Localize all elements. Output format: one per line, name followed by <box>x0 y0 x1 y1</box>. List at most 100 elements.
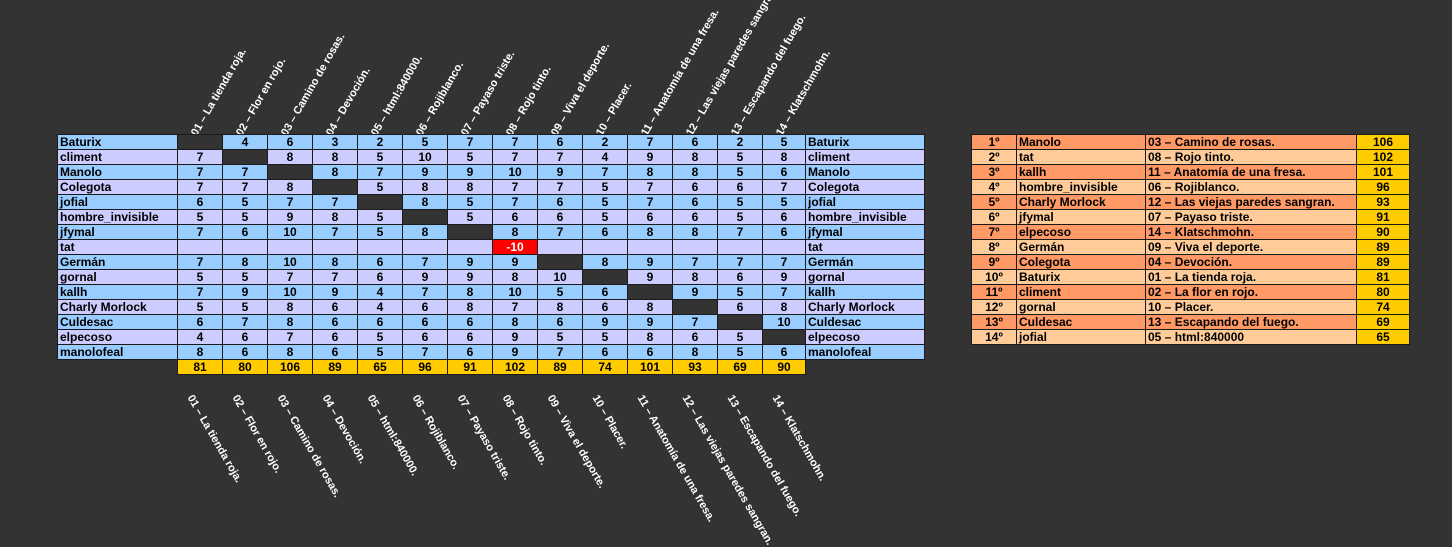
rank-points: 74 <box>1356 299 1410 315</box>
total-cell: 102 <box>492 359 538 375</box>
score-cell: 7 <box>762 254 806 270</box>
row-user-name-right: Charly Morlock <box>805 299 925 315</box>
score-cell: 5 <box>762 194 806 210</box>
score-cell: 5 <box>447 149 493 165</box>
score-cell: 4 <box>357 284 403 300</box>
score-cell: 8 <box>402 194 448 210</box>
score-cell <box>177 134 223 150</box>
score-cell: 7 <box>492 299 538 315</box>
score-cell: 7 <box>222 164 268 180</box>
score-cell: 8 <box>627 164 673 180</box>
column-header-bottom: 11 – Anatomía de una fresa. <box>634 393 718 525</box>
score-cell: 7 <box>717 254 763 270</box>
column-header-bottom: 01 – La tienda roja. <box>184 393 245 485</box>
score-cell: 10 <box>492 284 538 300</box>
ranking-row: 13º Culdesac 13 – Escapando del fuego. 69 <box>971 314 1410 330</box>
score-cell: 6 <box>672 194 718 210</box>
table-row: jfymal 7 6 10 7 5 8 8 7 6 8 8 7 6 jfymal <box>57 224 925 240</box>
row-user-name-right: kallh <box>805 284 925 300</box>
score-cell: 6 <box>582 344 628 360</box>
score-cell: 6 <box>492 209 538 225</box>
score-cell: 6 <box>222 329 268 345</box>
score-cell: 6 <box>762 164 806 180</box>
ranking-row: 6º jfymal 07 – Payaso triste. 91 <box>971 209 1410 225</box>
total-cell: 89 <box>537 359 583 375</box>
score-cell <box>447 224 493 240</box>
rank-user: tat <box>1016 149 1146 165</box>
score-cell: 8 <box>312 164 358 180</box>
row-user-name: Culdesac <box>57 314 178 330</box>
row-user-name-right: Culdesac <box>805 314 925 330</box>
score-cell: 8 <box>402 179 448 195</box>
score-cell <box>312 179 358 195</box>
row-user-name: elpecoso <box>57 329 178 345</box>
score-cell: 8 <box>627 329 673 345</box>
score-cell <box>267 164 313 180</box>
score-cell: 9 <box>582 314 628 330</box>
score-cell: 5 <box>357 344 403 360</box>
row-user-name-right: jofial <box>805 194 925 210</box>
total-cell: 91 <box>447 359 493 375</box>
score-cell: 8 <box>627 299 673 315</box>
table-row: elpecoso 4 6 7 6 5 6 6 9 5 5 8 6 5 elpecoso <box>57 329 925 345</box>
score-cell: 7 <box>222 179 268 195</box>
row-user-name: Germán <box>57 254 178 270</box>
table-row: Baturix 4 6 3 2 5 7 7 6 2 7 6 2 5 Baturix <box>57 134 925 150</box>
rank-user: Germán <box>1016 239 1146 255</box>
column-header-top: 08 – Rojo tinto. <box>504 63 554 138</box>
score-cell: 9 <box>402 269 448 285</box>
rank-position: 8º <box>971 239 1017 255</box>
score-cell <box>672 239 718 255</box>
score-cell: 6 <box>447 314 493 330</box>
score-cell: 5 <box>357 179 403 195</box>
score-cell: 5 <box>582 194 628 210</box>
score-cell: 5 <box>717 194 763 210</box>
table-row: hombre_invisible 5 5 9 8 5 5 6 6 5 6 6 5 6 hombre_invi… <box>57 209 925 225</box>
rank-song: 05 – html:840000 <box>1145 329 1357 345</box>
score-cell: 10 <box>267 224 313 240</box>
score-cell <box>582 239 628 255</box>
score-cell: 5 <box>762 134 806 150</box>
score-cell: 7 <box>267 329 313 345</box>
rank-position: 1º <box>971 134 1017 150</box>
score-cell: 4 <box>582 149 628 165</box>
score-cell: 8 <box>267 179 313 195</box>
rank-song: 12 – Las viejas paredes sangran. <box>1145 194 1357 210</box>
score-cell: 2 <box>717 134 763 150</box>
score-cell: 6 <box>627 209 673 225</box>
score-cell: 7 <box>177 149 223 165</box>
score-cell: 6 <box>357 269 403 285</box>
rank-song: 01 – La tienda roja. <box>1145 269 1357 285</box>
rank-user: Culdesac <box>1016 314 1146 330</box>
score-cell: 7 <box>537 224 583 240</box>
column-header-top: 07 – Payaso triste. <box>459 48 518 138</box>
score-cell: 6 <box>672 134 718 150</box>
table-row: climent 7 8 8 5 10 5 7 7 4 9 8 5 8 climent <box>57 149 925 165</box>
rank-points: 102 <box>1356 149 1410 165</box>
score-cell: 7 <box>312 269 358 285</box>
score-cell: 9 <box>492 344 538 360</box>
score-cell: 6 <box>582 299 628 315</box>
score-cell <box>672 299 718 315</box>
spreadsheet: 01 – La tienda roja. 02 – Flor en rojo. 03… <box>57 0 1410 547</box>
row-user-name: tat <box>57 239 178 255</box>
score-cell: 8 <box>672 269 718 285</box>
score-cell <box>762 329 806 345</box>
ranking-row: 8º Germán 09 – Viva el deporte. 89 <box>971 239 1410 255</box>
score-cell: 5 <box>177 269 223 285</box>
score-cell: 6 <box>177 314 223 330</box>
column-header-top: 12 – Las viejas paredes sangran. <box>684 0 781 138</box>
row-user-name-right: tat <box>805 239 925 255</box>
score-cell: 7 <box>627 194 673 210</box>
rank-song: 14 – Klatschmohn. <box>1145 224 1357 240</box>
row-user-name: Colegota <box>57 179 178 195</box>
score-cell: 7 <box>357 164 403 180</box>
column-header-bottom: 02 – Flor en rojo. <box>229 393 285 476</box>
rank-user: kallh <box>1016 164 1146 180</box>
score-cell: 8 <box>492 224 538 240</box>
score-cell: 6 <box>402 314 448 330</box>
rank-points: 93 <box>1356 194 1410 210</box>
rank-points: 69 <box>1356 314 1410 330</box>
column-header-bottom: 12 – Las viejas paredes sangran. <box>679 393 776 547</box>
score-cell: 6 <box>447 344 493 360</box>
